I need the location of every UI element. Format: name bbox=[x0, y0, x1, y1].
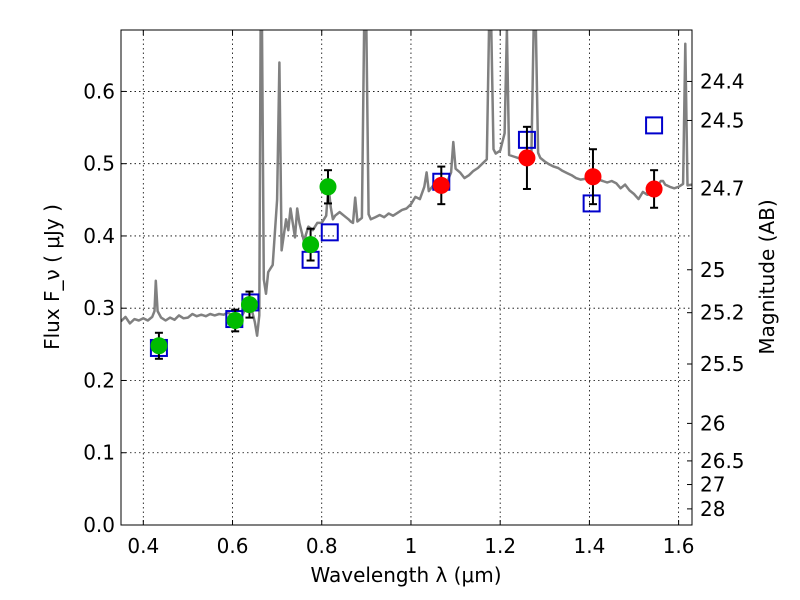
mag-tick-label: 25.2 bbox=[700, 301, 745, 325]
observed-flux-point bbox=[150, 337, 168, 355]
x-axis-label: Wavelength λ (μm) bbox=[310, 563, 501, 587]
y-tick-label: 0.1 bbox=[83, 441, 115, 465]
y-tick-label: 0.4 bbox=[83, 224, 115, 248]
mag-tick-label: 26.5 bbox=[700, 449, 745, 473]
x-tick-label: 1 bbox=[405, 534, 418, 558]
mag-tick-label: 25 bbox=[700, 258, 725, 282]
observed-flux-point bbox=[645, 180, 663, 198]
plot-frame bbox=[120, 29, 693, 526]
observed-flux-point bbox=[240, 296, 258, 314]
observed-flux-point bbox=[518, 149, 536, 167]
x-tick-label: 1.6 bbox=[663, 534, 695, 558]
mag-tick-label: 26 bbox=[700, 411, 725, 435]
y-axis-label: Flux F_ν ( μJy ) bbox=[40, 204, 64, 350]
y-tick-label: 0.6 bbox=[83, 79, 115, 103]
axis-ticks: 0.4 0.6 0.8 1 1.2 1.4 1.6 0.0 0.1 0.2 0.3 0.4 0.5 0.6… bbox=[83, 30, 745, 558]
observed-flux-point bbox=[226, 311, 244, 329]
x-tick-label: 1.4 bbox=[573, 534, 605, 558]
mag-tick-label: 27 bbox=[700, 473, 725, 497]
mag-tick-label: 24.4 bbox=[700, 69, 745, 93]
mag-tick-label: 24.7 bbox=[700, 177, 745, 201]
observed-flux-point bbox=[319, 178, 337, 196]
y-tick-label: 0.0 bbox=[83, 513, 115, 537]
grid bbox=[121, 30, 692, 526]
x-tick-label: 1.2 bbox=[484, 534, 516, 558]
observed-flux-point bbox=[302, 236, 320, 254]
model-photometry-square bbox=[582, 194, 601, 213]
mag-tick-label: 25.5 bbox=[700, 352, 745, 376]
data-markers bbox=[149, 116, 664, 360]
y-tick-label: 0.2 bbox=[83, 368, 115, 392]
y-tick-label: 0.5 bbox=[83, 152, 115, 176]
plot-background bbox=[121, 30, 692, 525]
x-tick-label: 0.4 bbox=[127, 534, 159, 558]
mag-tick-label: 28 bbox=[700, 497, 725, 521]
x-tick-label: 0.6 bbox=[217, 534, 249, 558]
model-photometry-square bbox=[320, 223, 339, 242]
observed-flux-point bbox=[584, 168, 602, 186]
mag-tick-label: 24.5 bbox=[700, 108, 745, 132]
x-tick-label: 0.8 bbox=[306, 534, 338, 558]
observed-flux-point bbox=[432, 176, 450, 194]
y-axis-right-label: Magnitude (AB) bbox=[755, 199, 779, 354]
y-tick-label: 0.3 bbox=[83, 296, 115, 320]
model-photometry-square bbox=[645, 116, 664, 135]
